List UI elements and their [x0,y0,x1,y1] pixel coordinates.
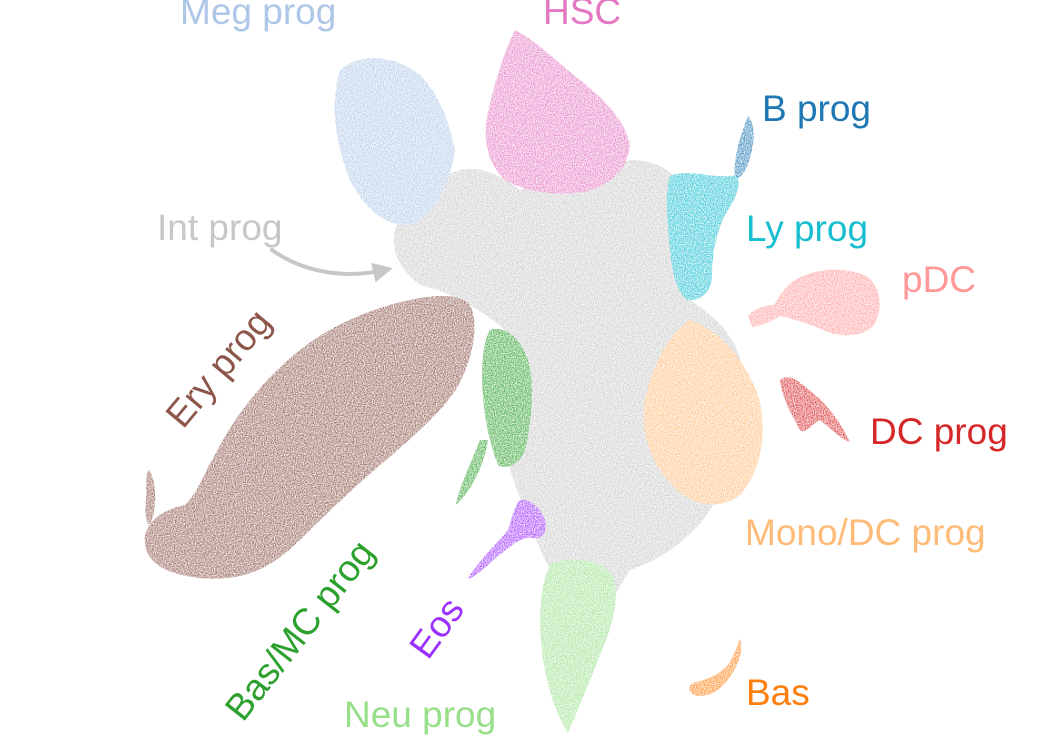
label-dc-prog: DC prog [870,411,1008,452]
cluster-mono-dc-prog-cloud [643,320,763,505]
label-bas: Bas [746,672,810,713]
cluster-neu-prog-cloud [540,559,616,733]
cluster-eos-cloud [468,499,546,579]
cluster-ery-prog-cloud [144,296,475,579]
label-int-prog: Int prog [157,207,282,248]
cluster-bas-cloud [689,638,742,696]
label-eos: Eos [401,590,472,666]
cluster-ery-prog-tail [145,470,156,524]
label-ly-prog: Ly prog [746,208,868,249]
cluster-pdc-cloud [770,269,880,336]
label-meg-prog: Meg prog [180,0,336,32]
label-b-prog: B prog [762,88,871,129]
cluster-hsc-cloud [485,30,630,194]
cluster-ly-prog-cloud [666,173,739,301]
label-pdc: pDC [902,259,976,300]
int-prog-arrow [270,248,393,283]
cluster-bas-mc-prog-cloud [482,328,532,467]
label-mono-dc-prog: Mono/DC prog [745,512,986,553]
cluster-pdc-trail [748,304,790,327]
cluster-bas-mc-prog-tail [456,440,488,505]
cluster-dc-prog-cloud [780,377,850,442]
cluster-int-prog-cloud [393,160,746,655]
label-hsc: HSC [543,0,621,32]
cluster-meg-prog-cloud [334,58,455,226]
cluster-b-prog-cloud [734,116,754,179]
label-neu-prog: Neu prog [344,694,496,735]
